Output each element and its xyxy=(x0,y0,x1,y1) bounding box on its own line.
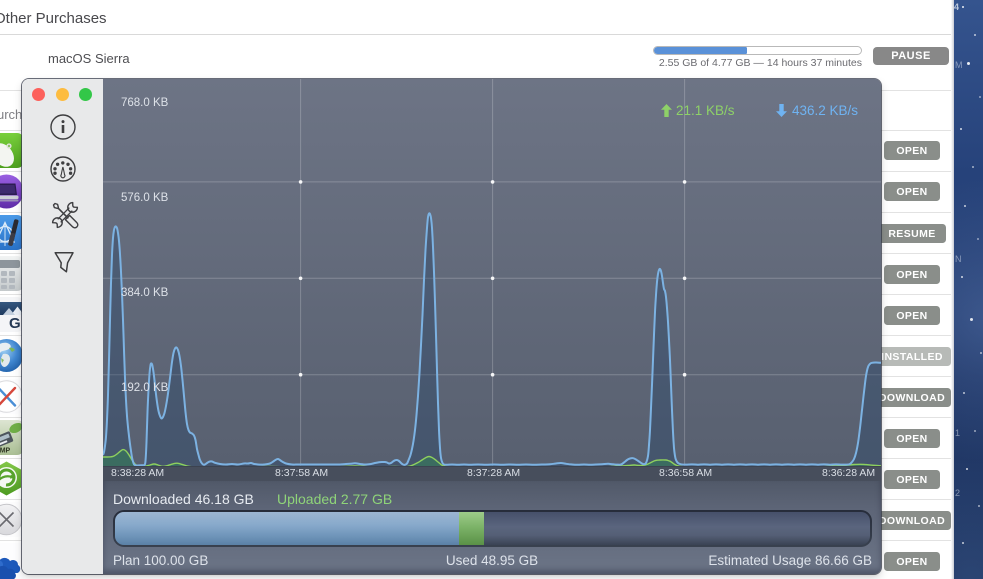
svg-text:G: G xyxy=(9,315,21,332)
svg-text:SNMP: SNMP xyxy=(0,448,11,455)
